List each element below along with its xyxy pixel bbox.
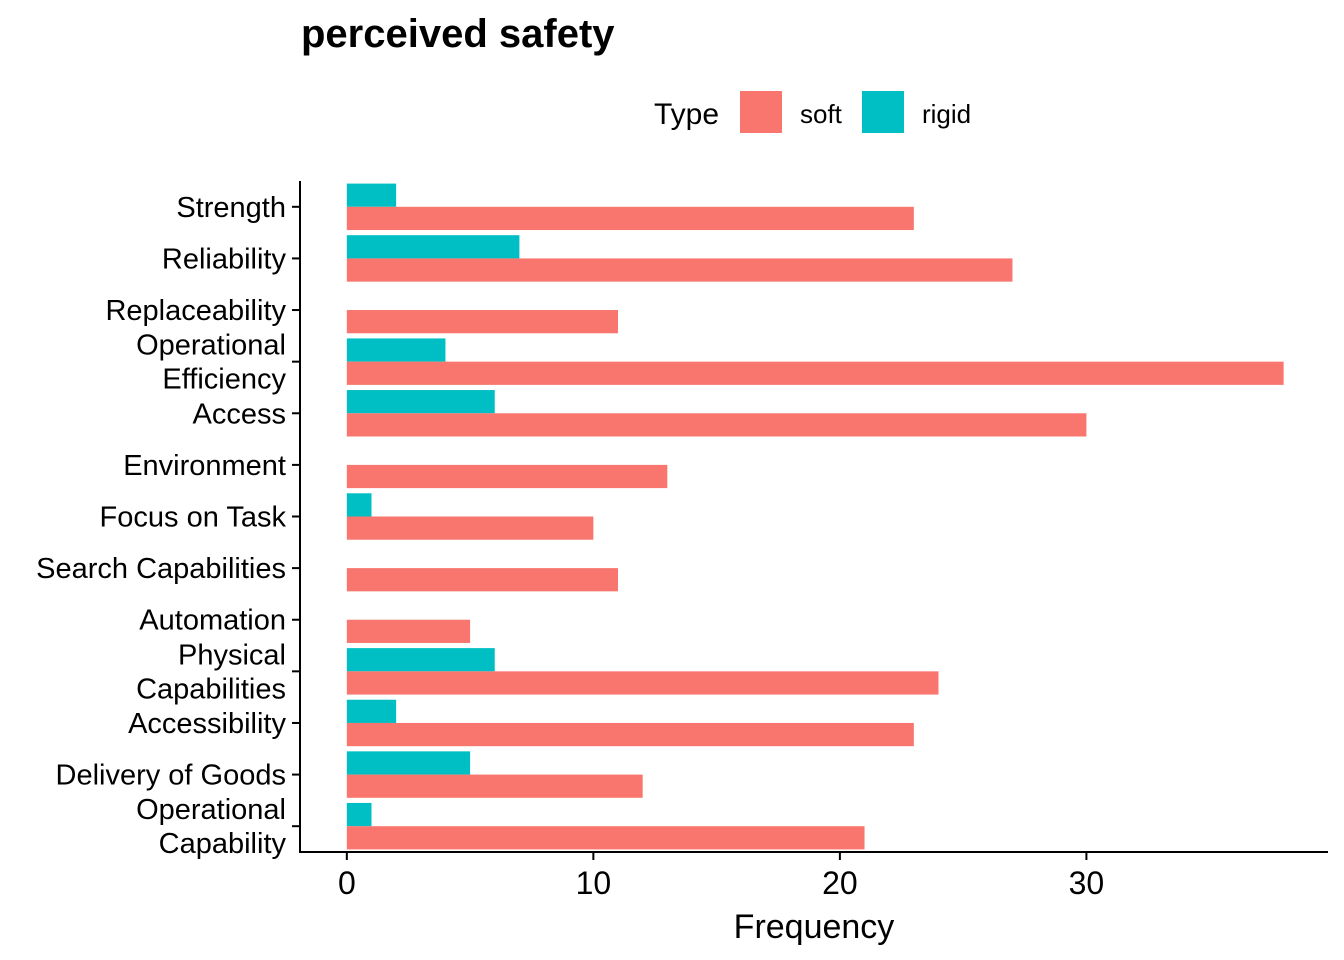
y-tick-label: Physical Capabilities <box>136 639 286 705</box>
bar-soft-replaceability <box>346 310 619 334</box>
bar-rigid-strength <box>346 183 397 207</box>
bar-soft-reliability <box>346 258 1013 282</box>
bar-soft-automation <box>346 619 471 643</box>
chart-title: perceived safety <box>301 12 615 56</box>
y-tick-label: Access <box>193 398 286 430</box>
x-tick-label: 0 <box>338 865 356 901</box>
x-axis-label: Frequency <box>734 908 895 946</box>
legend-swatch-soft <box>740 91 782 133</box>
x-tick-label: 20 <box>822 865 858 901</box>
legend: Type soft rigid <box>654 91 971 133</box>
y-tick-label: Operational Capability <box>136 794 286 860</box>
x-tick-label: 10 <box>576 865 612 901</box>
y-axis-ticks: StrengthReliabilityReplaceabilityOperati… <box>36 192 300 860</box>
x-axis-ticks: 0 10 20 30 <box>338 852 1104 901</box>
bar-rigid-focus-on-task <box>346 493 372 517</box>
legend-swatch-rigid <box>862 91 904 133</box>
bar-soft-strength <box>346 206 914 231</box>
y-tick-label: Replaceability <box>105 295 286 327</box>
bar-rigid-delivery-of-goods <box>346 751 471 775</box>
bar-soft-access <box>346 413 1087 437</box>
bar-rigid-operational-capability <box>346 802 372 827</box>
bars-group <box>346 183 1284 850</box>
bar-soft-search-capabilities <box>346 568 619 592</box>
bar-rigid-operational-efficiency <box>346 338 446 362</box>
y-tick-label: Delivery of Goods <box>56 760 287 792</box>
y-tick-label: Focus on Task <box>100 502 287 534</box>
bar-soft-accessibility <box>346 722 914 747</box>
y-tick-label: Accessibility <box>128 708 286 740</box>
bar-rigid-access <box>346 390 495 414</box>
y-tick-label: Reliability <box>162 243 287 275</box>
y-tick-label: Search Capabilities <box>36 553 286 585</box>
bar-soft-physical-capabilities <box>346 671 939 695</box>
bar-soft-delivery-of-goods <box>346 774 643 798</box>
bar-soft-focus-on-task <box>346 516 594 540</box>
bar-rigid-physical-capabilities <box>346 648 495 672</box>
bar-soft-environment <box>346 464 668 489</box>
y-tick-label: Operational Efficiency <box>136 330 286 396</box>
x-tick-label: 30 <box>1069 865 1105 901</box>
bar-rigid-reliability <box>346 235 520 259</box>
y-tick-label: Strength <box>176 192 286 224</box>
y-tick-label: Environment <box>123 450 286 482</box>
legend-label-soft: soft <box>800 99 843 129</box>
legend-label-rigid: rigid <box>922 99 971 129</box>
legend-title: Type <box>654 98 719 131</box>
bar-soft-operational-efficiency <box>346 361 1284 385</box>
y-tick-label: Automation <box>139 605 286 637</box>
bar-rigid-accessibility <box>346 699 397 723</box>
bar-soft-operational-capability <box>346 826 865 850</box>
